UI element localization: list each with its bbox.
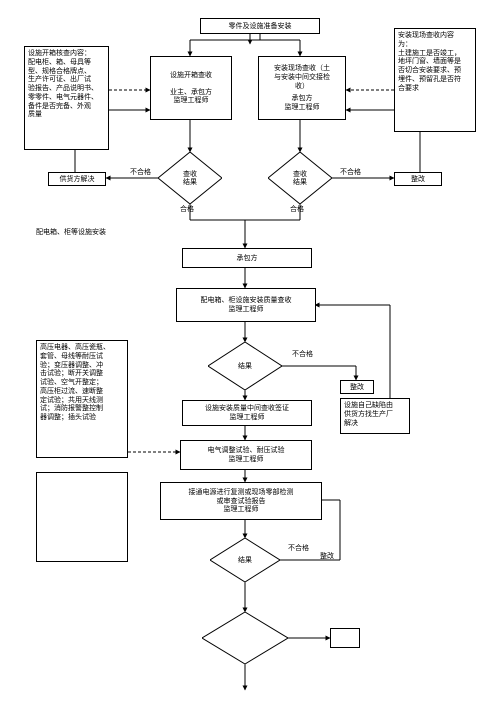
decision-right: 查收 结果 — [268, 152, 332, 204]
note-right: 安装现场查收内容 为： 土建施工是否竣工， 地坪门窗、墙面等是 否切合安装要求、… — [394, 28, 476, 132]
install-title: 配电箱、柜等设施安装 — [36, 228, 106, 237]
retest-box: 接通电源进行复测或现场零部检测 或审查试验报告 监理工程师 — [160, 482, 322, 520]
fail-label-test: 不合格 — [288, 544, 309, 553]
fail-label-left: 不合格 — [130, 168, 151, 177]
decision-test: 结果 — [210, 538, 280, 582]
contractor-box: 承包方 — [182, 248, 312, 268]
elec-test-box: 电气调整试验、耐压试验 监理工程师 — [180, 440, 312, 470]
decision-mid: 结果 — [208, 342, 282, 390]
decision-left: 查收 结果 — [158, 152, 222, 204]
pass-label-right: 合格 — [290, 205, 304, 214]
final-small-box — [330, 628, 360, 648]
mid-check-box: 配电箱、柜设施安装质量查收 监理工程师 — [176, 288, 316, 322]
equipment-check-box: 设施开箱查收 业主、承包方 监理工程师 — [150, 56, 232, 120]
start-label: 零件及设施准备安装 — [204, 22, 316, 31]
defect-box: 设施自己缺陷由 供货方找生产厂 解决 — [340, 398, 410, 434]
decision-final — [202, 612, 288, 664]
note-tests: 高压电器、高压瓷瓶、 套管、母线等耐压试 验；变压器调整、冲 击试验；断开关调整… — [36, 340, 128, 458]
fail-label-right: 不合格 — [340, 168, 361, 177]
note-empty — [36, 472, 128, 562]
rectify-box-1: 整改 — [394, 172, 442, 186]
fail-label-mid: 不合格 — [292, 350, 313, 359]
mid-sign-box: 设施安装质量中间查收签证 监理工程师 — [182, 400, 312, 426]
rectify-label-3: 整改 — [320, 552, 334, 561]
pass-label-left: 合格 — [180, 205, 194, 214]
site-check-box: 安装现场查收（土 与安装中间交接检 收） 承包方 监理工程师 — [258, 56, 346, 120]
note-left: 设施开箱核查内容： 配电柜、箱、母具等 型、规格合格牌点、 生产许可证、出厂试 … — [24, 46, 109, 150]
rectify-box-2: 整改 — [340, 380, 374, 394]
start-box: 零件及设施准备安装 — [200, 18, 320, 34]
supplier-fix-box: 供货方解决 — [48, 172, 106, 186]
